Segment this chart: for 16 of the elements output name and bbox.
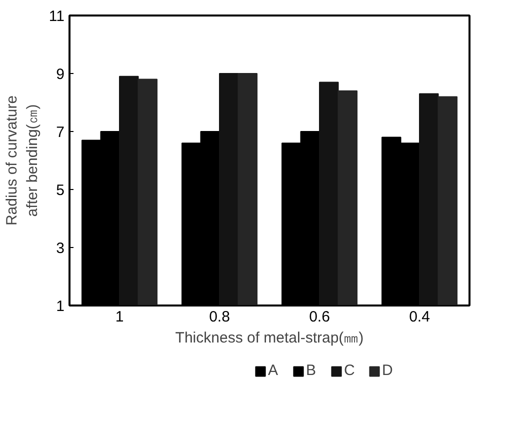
legend-label: C: [344, 362, 356, 379]
x-tick-label: 0.6: [309, 308, 330, 326]
y-tick-label: 3: [56, 240, 64, 257]
x-tick-label: 1: [115, 308, 124, 326]
x-tick-label: 0.4: [409, 308, 430, 326]
x-tick-label: 0.8: [209, 308, 230, 326]
y-tick-label: 1: [56, 298, 64, 315]
legend-label: A: [268, 362, 280, 379]
y-tick-label: 5: [56, 182, 64, 199]
legend-label: B: [306, 362, 318, 379]
legend-label: D: [382, 362, 394, 379]
y-axis-title: Radius of curvature after bending(㎝): [4, 95, 41, 226]
y-tick-label: 11: [48, 8, 65, 25]
y-tick-label: 7: [56, 124, 64, 141]
y-tick-label: 9: [56, 66, 64, 83]
x-axis-title: Thickness of metal-strap(㎜): [175, 330, 364, 346]
